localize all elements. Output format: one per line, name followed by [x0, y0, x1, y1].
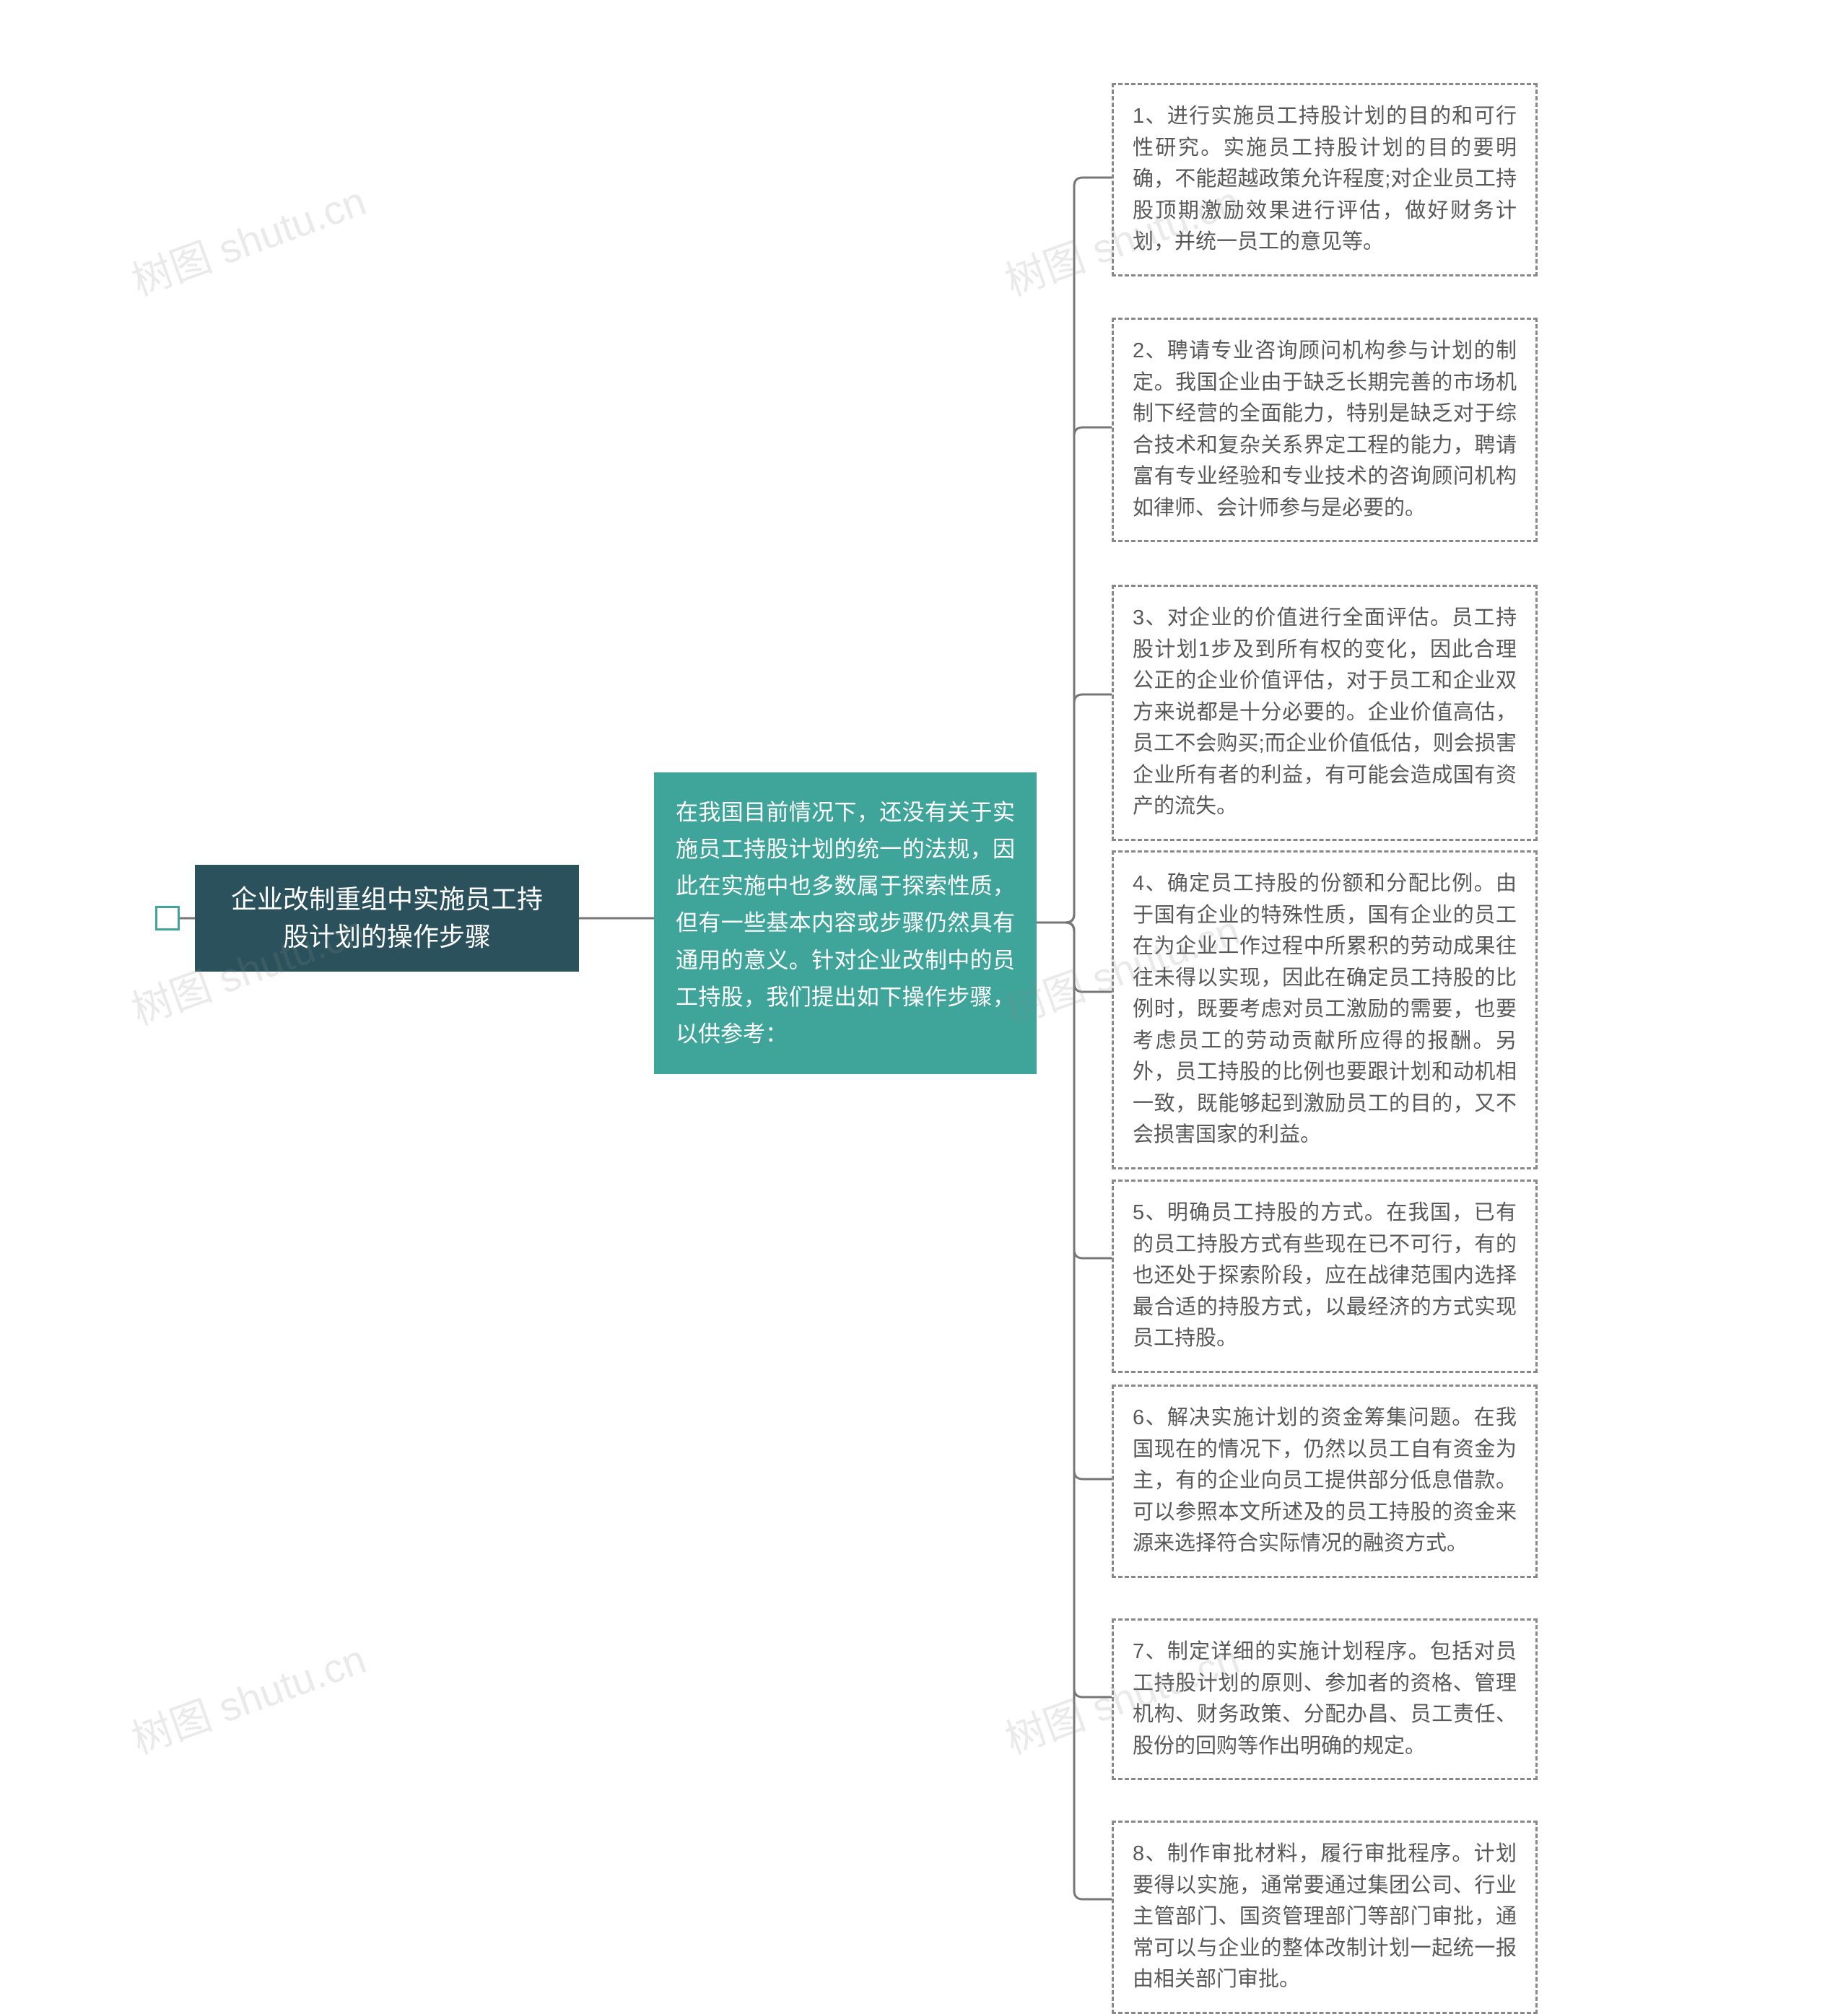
leaf-node[interactable]: 1、进行实施员工持股计划的目的和可行性研究。实施员工持股计划的目的要明确，不能超… [1112, 83, 1538, 276]
leaf-node[interactable]: 6、解决实施计划的资金筹集问题。在我国现在的情况下，仍然以员工自有资金为主，有的… [1112, 1385, 1538, 1578]
leaf-node[interactable]: 7、制定详细的实施计划程序。包括对员工持股计划的原则、参加者的资格、管理机构、财… [1112, 1618, 1538, 1780]
leaf-node-text: 3、对企业的价值进行全面评估。员工持股计划1步及到所有权的变化，因此合理公正的企… [1133, 606, 1517, 818]
leaf-node-text: 4、确定员工持股的份额和分配比例。由于国有企业的特殊性质，国有企业的员工在为企业… [1133, 872, 1517, 1146]
leaf-node-text: 6、解决实施计划的资金筹集问题。在我国现在的情况下，仍然以员工自有资金为主，有的… [1133, 1406, 1517, 1555]
leaf-node-text: 5、明确员工持股的方式。在我国，已有的员工持股方式有些现在已不可行，有的也还处于… [1133, 1201, 1517, 1350]
leaf-node-text: 8、制作审批材料，履行审批程序。计划要得以实施，通常要通过集团公司、行业主管部门… [1133, 1842, 1517, 1991]
leaf-node[interactable]: 4、确定员工持股的份额和分配比例。由于国有企业的特殊性质，国有企业的员工在为企业… [1112, 850, 1538, 1169]
intro-node[interactable]: 在我国目前情况下，还没有关于实施员工持股计划的统一的法规，因此在实施中也多数属于… [654, 772, 1037, 1074]
leaf-node[interactable]: 2、聘请专业咨询顾问机构参与计划的制定。我国企业由于缺乏长期完善的市场机制下经营… [1112, 318, 1538, 542]
watermark-text: 树图 shutu.cn [123, 169, 373, 308]
leaf-node[interactable]: 3、对企业的价值进行全面评估。员工持股计划1步及到所有权的变化，因此合理公正的企… [1112, 585, 1538, 841]
intro-node-text: 在我国目前情况下，还没有关于实施员工持股计划的统一的法规，因此在实施中也多数属于… [676, 800, 1015, 1047]
root-node[interactable]: 企业改制重组中实施员工持股计划的操作步骤 [195, 865, 579, 972]
watermark-text: 树图 shutu.cn [123, 1627, 373, 1766]
root-node-label: 企业改制重组中实施员工持股计划的操作步骤 [219, 881, 554, 956]
leaf-node-text: 1、进行实施员工持股计划的目的和可行性研究。实施员工持股计划的目的要明确，不能超… [1133, 105, 1517, 253]
leaf-node[interactable]: 8、制作审批材料，履行审批程序。计划要得以实施，通常要通过集团公司、行业主管部门… [1112, 1821, 1538, 2014]
leaf-node[interactable]: 5、明确员工持股的方式。在我国，已有的员工持股方式有些现在已不可行，有的也还处于… [1112, 1180, 1538, 1373]
leaf-node-text: 2、聘请专业咨询顾问机构参与计划的制定。我国企业由于缺乏长期完善的市场机制下经营… [1133, 339, 1517, 520]
root-collapse-handle[interactable] [155, 906, 180, 930]
mindmap-diagram: 企业改制重组中实施员工持股计划的操作步骤 在我国目前情况下，还没有关于实施员工持… [0, 0, 1848, 1982]
leaf-node-text: 7、制定详细的实施计划程序。包括对员工持股计划的原则、参加者的资格、管理机构、财… [1133, 1640, 1517, 1758]
